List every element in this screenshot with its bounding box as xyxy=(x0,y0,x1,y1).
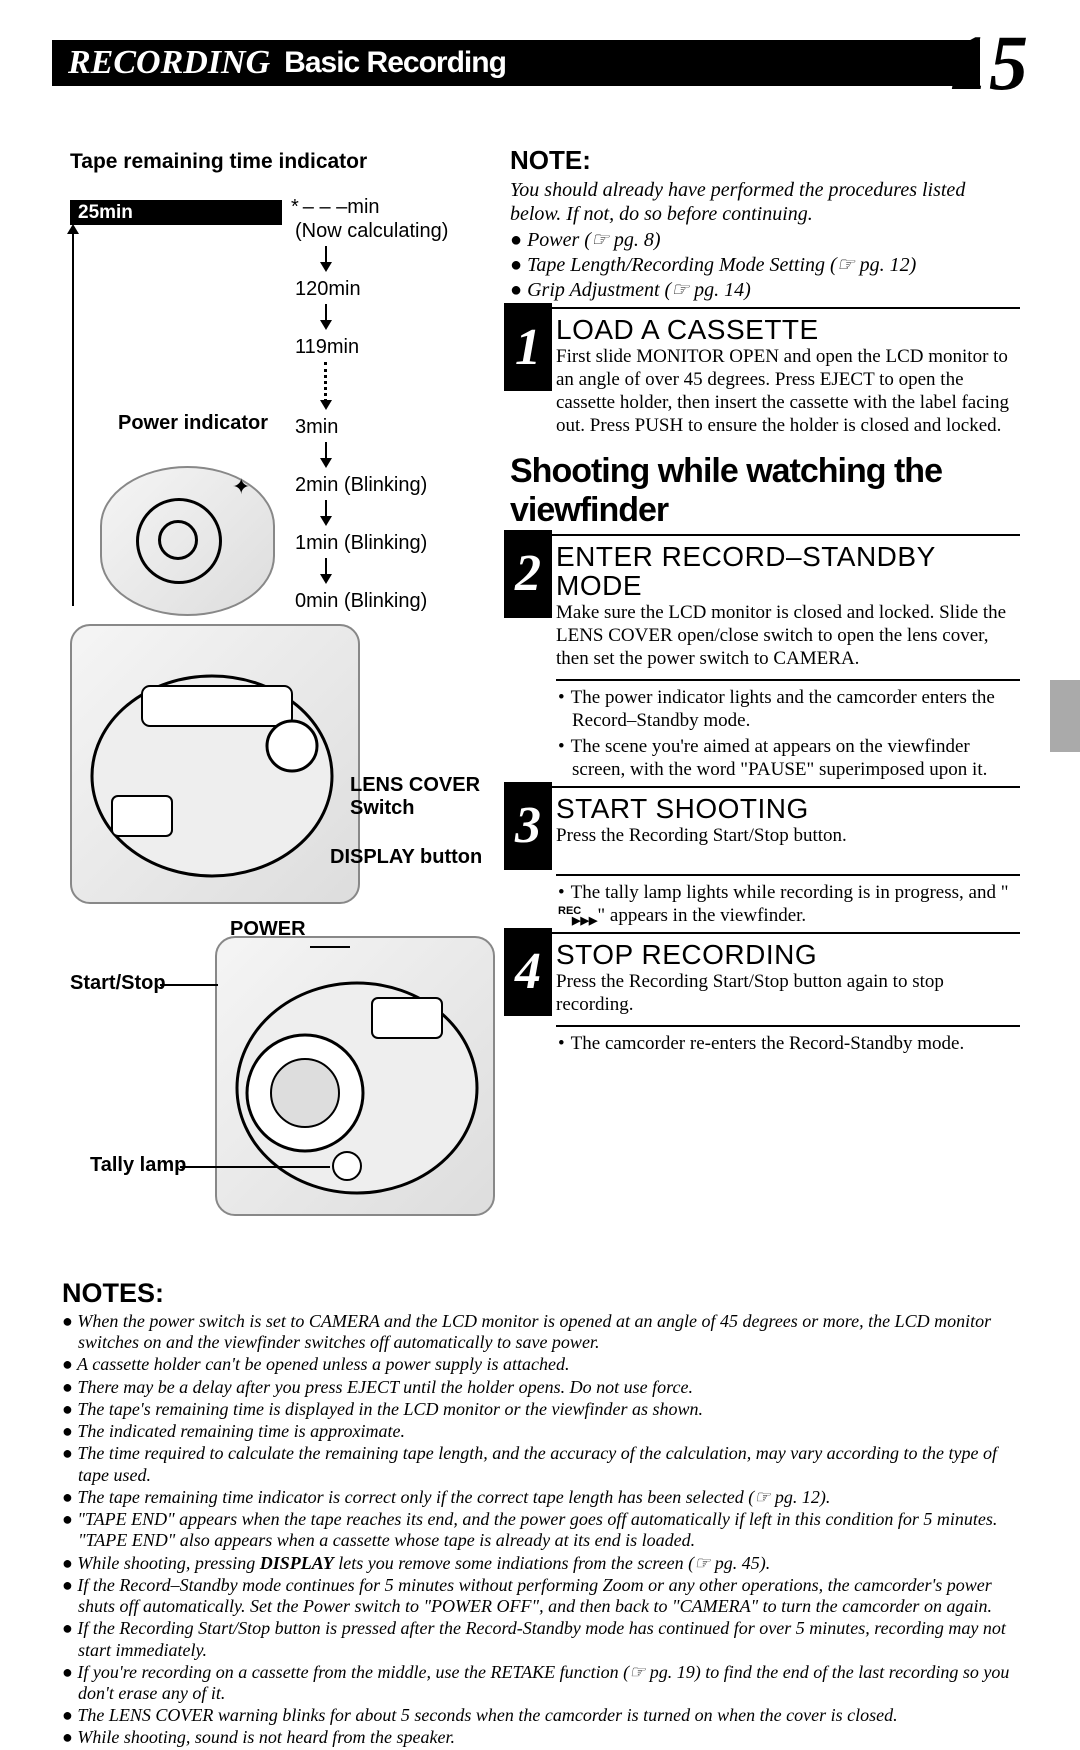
step-number: 1 xyxy=(504,303,552,391)
arrow-up-icon xyxy=(67,224,79,234)
time-calc-b: (Now calculating) xyxy=(295,220,448,243)
notes-item: If the Recording Start/Stop button is pr… xyxy=(62,1618,1017,1660)
time-calc: *– – –min xyxy=(295,196,380,219)
notes-item: While shooting, pressing DISPLAY lets yo… xyxy=(62,1553,1017,1574)
notes-item: A cassette holder can't be opened unless… xyxy=(62,1354,1017,1375)
camcorder-top-icon xyxy=(70,624,360,904)
notes-item: The LENS COVER warning blinks for about … xyxy=(62,1705,1017,1726)
step-bullet: The power indicator lights and the camco… xyxy=(558,687,1020,733)
note-heading: NOTE: xyxy=(510,145,1020,176)
divider xyxy=(510,786,1020,788)
notes-item: The tape remaining time indicator is cor… xyxy=(62,1487,1017,1508)
step-title: START SHOOTING xyxy=(556,794,1020,823)
notes-section: NOTES: When the power switch is set to C… xyxy=(62,1278,1017,1750)
power-indicator-label: Power indicator xyxy=(118,412,268,435)
lens-cover-label: LENS COVER Switch xyxy=(350,774,480,820)
page-number: 15 xyxy=(950,18,1028,108)
step-title: STOP RECORDING xyxy=(556,940,1020,969)
step-4: 4 STOP RECORDING Press the Recording Sta… xyxy=(510,940,1020,1017)
step-number: 4 xyxy=(504,928,552,1016)
header-bar: RECORDING Basic Recording xyxy=(52,40,980,86)
display-button-label: DISPLAY button xyxy=(330,846,482,869)
step-2: 2 ENTER RECORD–STANDBY MODE Make sure th… xyxy=(510,542,1020,671)
arrow-icon xyxy=(320,574,332,584)
header-basic: Basic Recording xyxy=(284,46,506,80)
divider xyxy=(510,932,1020,934)
arrow-icon xyxy=(320,262,332,272)
left-column: Tape remaining time indicator 25min *– –… xyxy=(70,150,500,1266)
notes-item: When the power switch is set to CAMERA a… xyxy=(62,1311,1017,1353)
note-bullets: Power (☞ pg. 8) Tape Length/Recording Mo… xyxy=(510,228,1020,303)
tape-heading: Tape remaining time indicator xyxy=(70,150,500,174)
tape-box: 25min xyxy=(70,200,282,225)
divider xyxy=(510,534,1020,536)
notes-item: While shooting, sound is not heard from … xyxy=(62,1727,1017,1748)
divider xyxy=(556,874,1020,876)
step-4-bullets: The camcorder re-enters the Record-Stand… xyxy=(510,1033,1020,1056)
camcorder-front-icon xyxy=(215,936,495,1216)
notes-item: "TAPE END" appears when the tape reaches… xyxy=(62,1509,1017,1551)
camcorder-lens-icon: ✦ xyxy=(100,466,275,616)
step-3-bullets: The tally lamp lights while recording is… xyxy=(510,882,1020,928)
step-body: Make sure the LCD monitor is closed and … xyxy=(556,602,1020,670)
note-intro: You should already have performed the pr… xyxy=(510,178,1020,226)
step-body: First slide MONITOR OPEN and open the LC… xyxy=(556,346,1020,437)
start-stop-label: Start/Stop xyxy=(70,972,166,995)
step-1: 1 LOAD A CASSETTE First slide MONITOR OP… xyxy=(510,315,1020,438)
section-title: Shooting while watching the viewfinder xyxy=(510,452,1020,530)
time-3: 3min xyxy=(295,416,338,439)
step-number: 2 xyxy=(504,530,552,618)
step-bullet: The tally lamp lights while recording is… xyxy=(558,882,1020,928)
notes-item: There may be a delay after you press EJE… xyxy=(62,1377,1017,1398)
page-tab xyxy=(1050,680,1080,752)
note-bullet: Power (☞ pg. 8) xyxy=(510,228,1020,253)
note-bullet: Grip Adjustment (☞ pg. 14) xyxy=(510,278,1020,303)
step-3: 3 START SHOOTING Press the Recording Sta… xyxy=(510,794,1020,848)
arrow-icon xyxy=(320,400,332,410)
notes-list: When the power switch is set to CAMERA a… xyxy=(62,1311,1017,1749)
time-2: 2min (Blinking) xyxy=(295,474,427,497)
time-120: 120min xyxy=(295,278,361,301)
step-title: ENTER RECORD–STANDBY MODE xyxy=(556,542,1020,601)
time-119: 119min xyxy=(295,336,359,359)
time-1: 1min (Blinking) xyxy=(295,532,427,555)
note-bullet: Tape Length/Recording Mode Setting (☞ pg… xyxy=(510,253,1020,278)
divider xyxy=(510,307,1020,309)
time-0: 0min (Blinking) xyxy=(295,590,427,613)
arrow-icon xyxy=(320,516,332,526)
divider xyxy=(556,679,1020,681)
notes-item: The indicated remaining time is approxim… xyxy=(62,1421,1017,1442)
step-body: Press the Recording Start/Stop button. xyxy=(556,825,1020,848)
step-title: LOAD A CASSETTE xyxy=(556,315,1020,344)
arrow-icon xyxy=(320,458,332,468)
notes-item: The time required to calculate the remai… xyxy=(62,1443,1017,1485)
rec-icon: REC▶▶▶ xyxy=(572,907,597,927)
right-column: NOTE: You should already have performed … xyxy=(510,145,1020,1060)
step-bullet: The camcorder re-enters the Record-Stand… xyxy=(558,1033,1020,1056)
step-bullet: The scene you're aimed at appears on the… xyxy=(558,736,1020,782)
notes-item: If you're recording on a cassette from t… xyxy=(62,1662,1017,1704)
notes-item: The tape's remaining time is displayed i… xyxy=(62,1399,1017,1420)
divider xyxy=(556,1025,1020,1027)
notes-heading: NOTES: xyxy=(62,1278,1017,1309)
diagram-area: 25min *– – –min (Now calculating) 120min… xyxy=(70,186,500,1266)
step-number: 3 xyxy=(504,782,552,870)
step-body: Press the Recording Start/Stop button ag… xyxy=(556,971,1020,1017)
tally-lamp-label: Tally lamp xyxy=(90,1154,186,1177)
step-2-bullets: The power indicator lights and the camco… xyxy=(510,687,1020,782)
notes-item: If the Record–Standby mode continues for… xyxy=(62,1575,1017,1617)
header-recording: RECORDING xyxy=(68,44,270,82)
arrow-icon xyxy=(320,320,332,330)
power-label: POWER xyxy=(230,918,306,941)
